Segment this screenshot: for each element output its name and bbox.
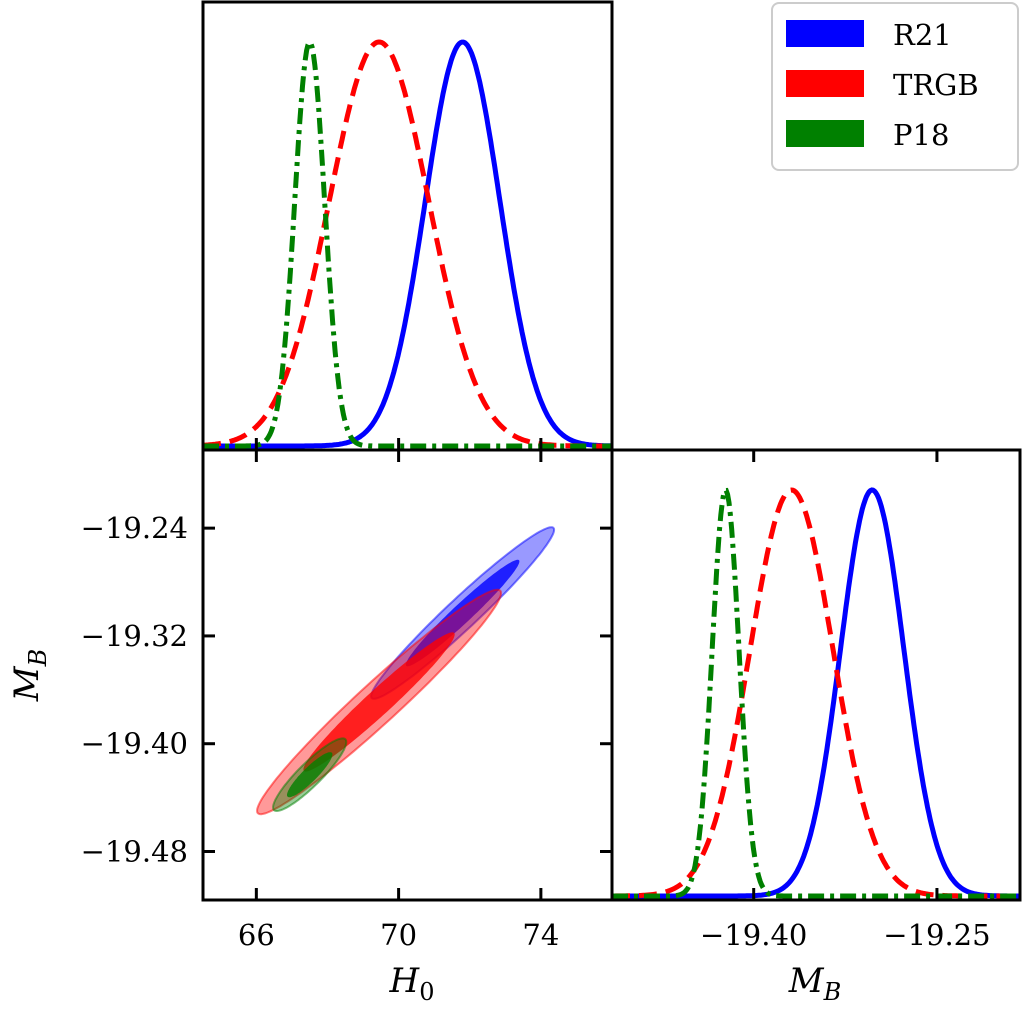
legend-swatch-R21 (786, 20, 864, 47)
x-tick-label: 66 (238, 918, 275, 952)
contour-TRGB-inner-68 (303, 632, 455, 772)
legend-label-P18: P18 (893, 118, 949, 152)
x-tick-label: 74 (522, 918, 559, 952)
legend-swatch-P18 (786, 120, 864, 147)
y-tick-label: −19.48 (81, 834, 188, 868)
x-tick-label: 70 (380, 918, 417, 952)
legend-label-TRGB: TRGB (893, 68, 979, 102)
legend-label-R21: R21 (893, 18, 952, 52)
marginal-H0-P18 (203, 38, 612, 449)
x-tick-label: −19.25 (883, 918, 990, 952)
x-tick-label: −19.40 (700, 918, 807, 952)
marginal-H0-R21 (203, 39, 613, 449)
contour-P18-inner-68 (287, 752, 333, 798)
y-tick-label: −19.40 (81, 727, 188, 761)
contour-group (256, 526, 556, 816)
legend-swatch-TRGB (786, 70, 864, 97)
x-axis-label-MB: MB (788, 961, 841, 1006)
contour-R21-inner-68 (405, 559, 520, 667)
marginal-H0-TRGB (202, 39, 612, 449)
y-tick-label: −19.32 (81, 619, 188, 653)
y-axis-label-MB: MB (7, 649, 52, 702)
panel-H0-marginal-frame (201, 0, 614, 452)
legend: R21 TRGB P18 (771, 2, 1019, 171)
marginal-MB-P18 (612, 487, 1020, 899)
marginal-MB-TRGB (612, 487, 1020, 899)
x-axis-label-H0: H0 (389, 961, 435, 1006)
y-tick-label: −19.24 (81, 511, 188, 545)
panel-MB-marginal-frame (610, 448, 1022, 902)
